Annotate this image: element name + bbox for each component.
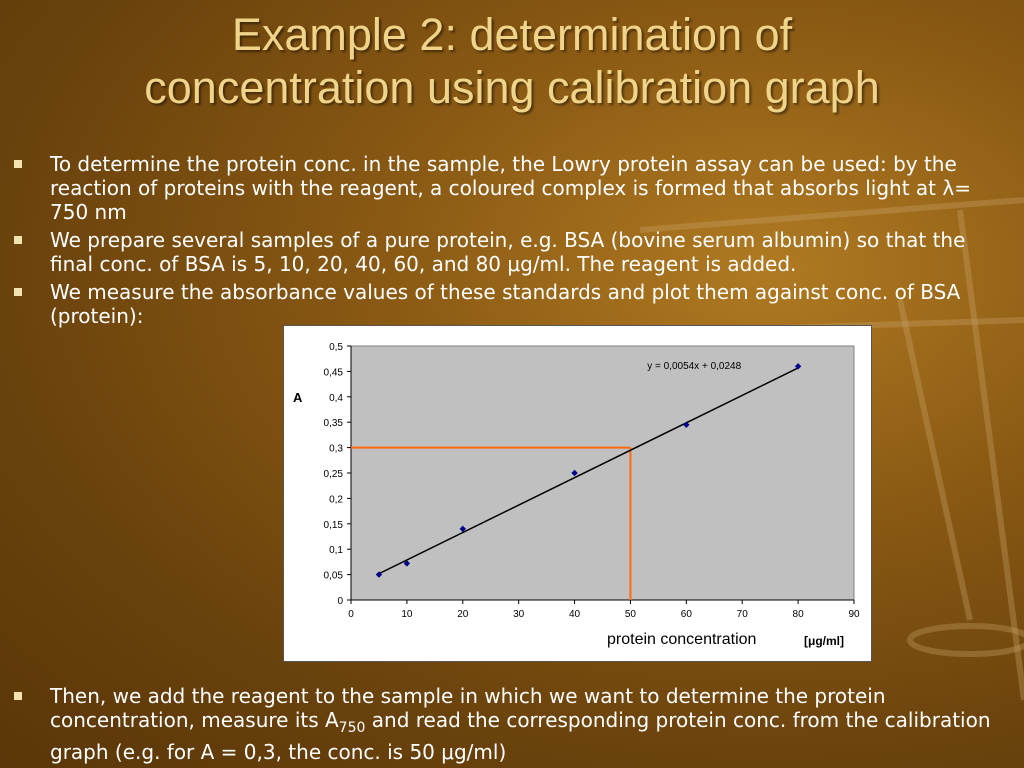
x-tick-label: 60 xyxy=(681,609,693,620)
x-axis-label: protein concentration xyxy=(607,631,757,648)
y-tick-label: 0,2 xyxy=(329,494,343,505)
bullet-text: We prepare several samples of a pure pro… xyxy=(50,228,966,276)
x-tick-label: 70 xyxy=(737,609,749,620)
x-tick-label: 50 xyxy=(625,609,637,620)
trendline-equation: y = 0,0054x + 0,0248 xyxy=(647,361,741,372)
chart-svg: 0 10 20 30 40 50 60 70 80 90 0 0,05 0,1 0,15 0,2 0,25 0,… xyxy=(324,342,860,620)
bullet-text: We measure the absorbance values of thes… xyxy=(50,280,961,328)
y-tick-label: 0,35 xyxy=(324,418,344,429)
y-tick-label: 0,1 xyxy=(329,545,343,556)
square-bullet-icon xyxy=(14,160,22,168)
y-tick-label: 0,3 xyxy=(329,444,343,455)
x-tick-label: 80 xyxy=(793,609,805,620)
data-point xyxy=(375,571,383,578)
y-axis-label: A xyxy=(293,390,303,405)
calibration-chart: 0 10 20 30 40 50 60 70 80 90 0 0,05 0,1 0,15 0,2 0,25 0,… xyxy=(283,325,872,662)
x-tick-label: 30 xyxy=(513,609,525,620)
trendline xyxy=(378,367,799,575)
title-line-1: Example 2: determination of xyxy=(231,9,793,60)
x-tick-label: 40 xyxy=(569,609,581,620)
y-tick-label: 0,4 xyxy=(329,393,343,404)
bullet-list: To determine the protein conc. in the sa… xyxy=(14,152,1014,332)
y-tick-label: 0,15 xyxy=(324,520,344,531)
slide-title: Example 2: determination of concentratio… xyxy=(0,8,1024,114)
data-point xyxy=(459,525,466,533)
square-bullet-icon xyxy=(14,692,22,700)
bullet-item: To determine the protein conc. in the sa… xyxy=(14,152,1014,224)
plot-area xyxy=(350,345,855,601)
x-tick-label: 90 xyxy=(848,609,860,620)
bullet-item: We measure the absorbance values of thes… xyxy=(14,280,1014,328)
y-tick-label: 0,5 xyxy=(329,342,343,353)
bullet-text-post: and read the corresponding protein conc.… xyxy=(50,708,991,764)
x-axis-unit: [μg/ml] xyxy=(804,634,845,648)
y-tick-label: 0 xyxy=(337,596,343,607)
y-tick-label: 0,45 xyxy=(324,367,344,378)
bullet-item: We prepare several samples of a pure pro… xyxy=(14,228,1014,276)
y-tick-label: 0,25 xyxy=(324,469,344,480)
x-tick-label: 10 xyxy=(401,609,413,620)
square-bullet-icon xyxy=(14,236,22,244)
square-bullet-icon xyxy=(14,288,22,296)
y-tick-label: 0,05 xyxy=(324,571,344,582)
x-tick-label: 20 xyxy=(457,609,469,620)
data-point xyxy=(571,469,578,477)
bullet-text: To determine the protein conc. in the sa… xyxy=(50,152,971,224)
title-line-2: concentration using calibration graph xyxy=(144,62,880,113)
data-point xyxy=(403,560,411,567)
bullet-text-pre: Then, we add the reagent to the sample i… xyxy=(50,684,886,732)
bullet-text-subscript: 750 xyxy=(338,720,366,736)
data-point xyxy=(794,363,802,370)
x-tick-label: 0 xyxy=(348,609,354,620)
bullet-item-last: Then, we add the reagent to the sample i… xyxy=(14,684,1014,764)
